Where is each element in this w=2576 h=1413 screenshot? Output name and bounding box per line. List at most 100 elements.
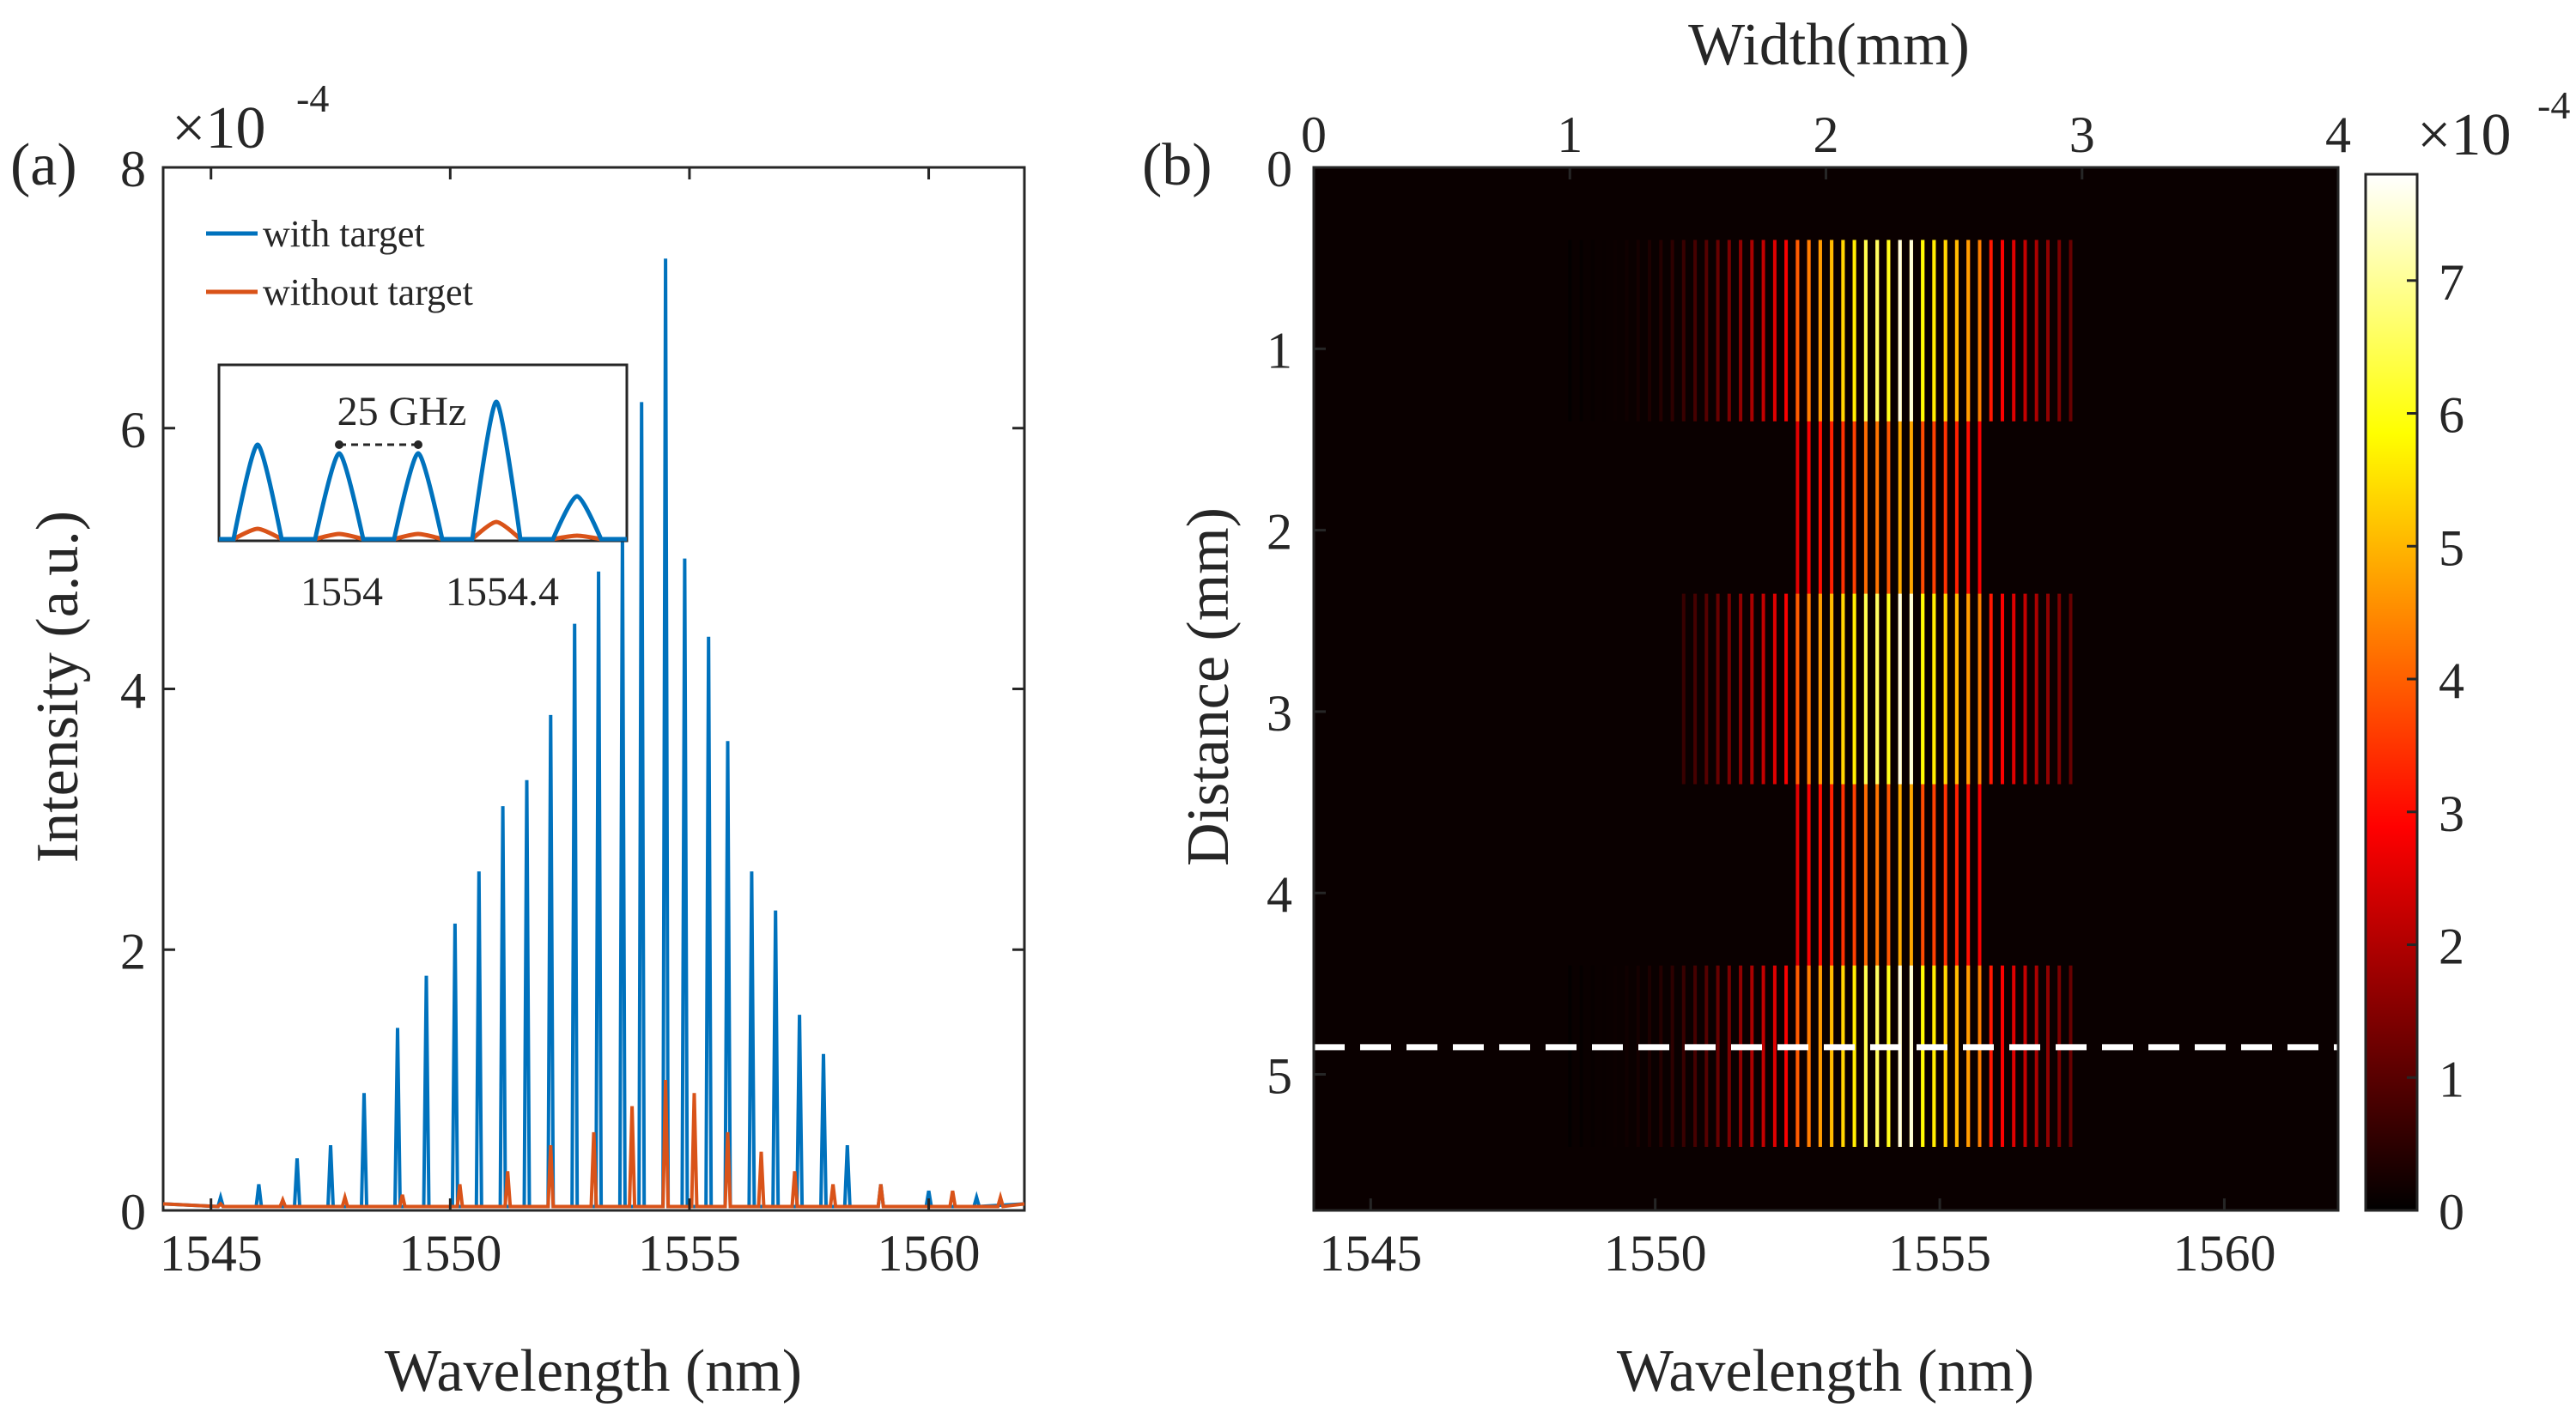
heatmap-line-peak-3 (1932, 965, 1936, 1147)
panel-b-ylabel: Distance (mm) (1176, 507, 1242, 866)
panel-a-xtick-label: 1555 (638, 1225, 741, 1282)
panel-a-legend: with target without target (206, 213, 473, 313)
heatmap-line-peak-2 (1795, 593, 1800, 785)
heatmap-line-band-2 (2057, 593, 2062, 785)
heatmap-line-peak-1 (1852, 240, 1856, 421)
heatmap-line-peak-3 (1795, 965, 1800, 1147)
heatmap-line-band-1 (1716, 240, 1720, 421)
heatmap-line-band-2 (2023, 593, 2027, 785)
heatmap-line-band-1 (1693, 240, 1698, 421)
heatmap-line-band-1 (1772, 240, 1777, 421)
heatmap-line-band-3 (1693, 965, 1698, 1147)
heatmap-cells (1568, 240, 2073, 1147)
heatmap-line-peak-3 (1863, 965, 1868, 1147)
panel-a-ylabel: Intensity (a.u.) (25, 511, 91, 863)
inset-xtick: 1554 (301, 569, 383, 615)
heatmap-line-peak-3 (1954, 965, 1959, 1147)
heatmap-line-peak-3 (1886, 965, 1891, 1147)
panel-a-label: (a) (10, 132, 77, 198)
heatmap-line-peak-3 (1898, 965, 1902, 1147)
heatmap-line-band-3 (2057, 965, 2062, 1147)
heatmap-line-band-3 (2001, 965, 2004, 1147)
heatmap-line-peak-2 (1841, 593, 1845, 785)
heatmap-line-band-3 (2046, 965, 2050, 1147)
heatmap-line-peak-1 (1966, 240, 1971, 421)
heatmap-line-peak-3 (1966, 965, 1971, 1147)
heatmap-line-peak-3 (1978, 965, 1982, 1147)
heatmap-line-peak-3 (1818, 965, 1822, 1147)
heatmap-line-band-2 (2034, 593, 2038, 785)
heatmap-line-band-2 (1739, 593, 1743, 785)
heatmap-line-band-3 (1648, 965, 1651, 1147)
heatmap-line-band-1 (2057, 240, 2062, 421)
heatmap-line-band-2 (1761, 593, 1765, 785)
heatmap-line-peak-2 (1830, 593, 1834, 785)
panel-b-ytick-label: 0 (1267, 141, 1292, 197)
heatmap-line-peak-1 (1932, 240, 1936, 421)
heatmap-line-peak-3 (1807, 965, 1811, 1147)
heatmap-line-band-3 (1761, 965, 1765, 1147)
inset-without-target-line (219, 519, 627, 542)
heatmap-line-peak-1 (1807, 240, 1811, 421)
heatmap-line-peak-2 (1886, 593, 1891, 785)
heatmap-line-band-2 (2069, 593, 2073, 785)
panel-a-xtick-label: 1550 (398, 1225, 501, 1282)
panel-a-multiplier-base: ×10 (172, 95, 265, 161)
panel-b-ytick-label: 4 (1267, 866, 1292, 923)
heatmap-line-band-3 (2012, 965, 2016, 1147)
heatmap-line-band-2 (1727, 593, 1731, 785)
heatmap-line-band-2 (1784, 593, 1789, 785)
heatmap-line-band-1 (2046, 240, 2050, 421)
heatmap-line-band-1 (2001, 240, 2004, 421)
heatmap-line-peak-2 (1852, 593, 1856, 785)
colorbar-tick-label: 5 (2439, 519, 2464, 576)
heatmap-line-band-3 (2034, 965, 2038, 1147)
heatmap-line-band-1 (1750, 240, 1754, 421)
heatmap-line-peak-2 (1921, 593, 1925, 785)
heatmap-line-band-1 (1625, 240, 1629, 421)
heatmap-line-peak-1 (1943, 240, 1947, 421)
panel-a-xtick-label: 1545 (160, 1225, 263, 1282)
panel-a-multiplier-exponent: -4 (296, 76, 329, 120)
panel-b-xtick-label: 1550 (1604, 1225, 1707, 1282)
panel-b-ytick-label: 1 (1267, 322, 1292, 379)
heatmap-line-peak-3 (1841, 965, 1845, 1147)
heatmap-line-peak-2 (1932, 593, 1936, 785)
colorbar-multiplier-exponent: -4 (2537, 83, 2570, 127)
heatmap-line-peak-2 (1863, 593, 1868, 785)
heatmap-line-peak-2 (1807, 593, 1811, 785)
panel-b-xlabel: Wavelength (nm) (1617, 1338, 2034, 1404)
heatmap-line-band-1 (1568, 240, 1572, 421)
panel-a-ytick-label: 8 (120, 141, 146, 197)
heatmap-line-peak-2 (1966, 593, 1971, 785)
colorbar-tick-label: 0 (2439, 1184, 2464, 1240)
heatmap-line-band-3 (1772, 965, 1777, 1147)
panel-a-axes: 1545 1550 1555 1560 0 2 4 6 8 (120, 141, 1024, 1282)
heatmap-line-band-1 (2023, 240, 2027, 421)
inset-spacing-marker-left (335, 440, 343, 449)
heatmap-line-band-1 (1636, 240, 1640, 421)
heatmap-line-peak-1 (1841, 240, 1845, 421)
inset-with-target-line (219, 399, 627, 542)
heatmap-line-peak-2 (1875, 593, 1880, 785)
heatmap-line-band-3 (1670, 965, 1674, 1147)
heatmap-line-peak-3 (1830, 965, 1834, 1147)
panel-b-xtick-label: 1555 (1888, 1225, 1991, 1282)
heatmap-line-band-2 (1989, 593, 1993, 785)
inset-spacing-marker-right (414, 440, 422, 449)
panel-b-axes: 1545 1550 1555 1560 0 1 2 3 4 0 1 2 3 4 5 (1267, 106, 2351, 1282)
heatmap-line-peak-1 (1909, 240, 1913, 421)
heatmap-line-peak-3 (1921, 965, 1925, 1147)
panel-a-ytick-label: 6 (120, 402, 146, 458)
heatmap-line-peak-2 (1898, 593, 1902, 785)
heatmap-line-band-1 (1989, 240, 1993, 421)
heatmap-line-peak-1 (1921, 240, 1925, 421)
heatmap-line-band-3 (1681, 965, 1686, 1147)
panel-b-label: (b) (1142, 132, 1212, 198)
heatmap-line-band-3 (1716, 965, 1720, 1147)
series-without-target-line (162, 1080, 1025, 1209)
heatmap-line-band-1 (1704, 240, 1709, 421)
heatmap-line-band-1 (2012, 240, 2016, 421)
